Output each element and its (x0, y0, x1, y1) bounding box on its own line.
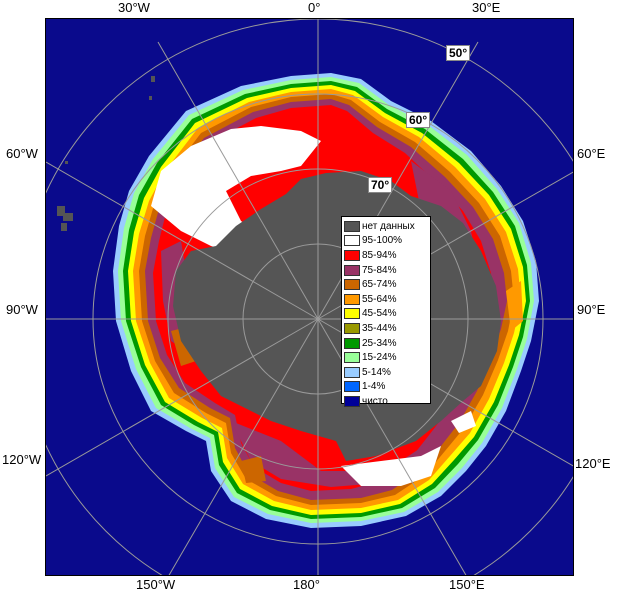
legend-label: 25-34% (362, 337, 397, 349)
legend-label: 35-44% (362, 322, 397, 334)
legend-swatch (344, 352, 360, 364)
legend-label: 85-94% (362, 249, 397, 261)
legend-item: 95-100% (344, 234, 428, 249)
legend-item: 35-44% (344, 321, 428, 336)
legend-item: чисто (344, 394, 428, 409)
lon-label-150e: 150°E (449, 577, 485, 592)
legend-swatch (344, 279, 360, 291)
legend-label: 95-100% (362, 235, 403, 247)
legend-label: нет данных (362, 220, 415, 232)
legend-item: 1-4% (344, 380, 428, 395)
legend-list: нет данных 95-100% 85-94% 75-84% 65-74% 55-64… (344, 219, 428, 409)
lon-label-150w: 150°W (136, 577, 176, 592)
lat-label-60: 60° (406, 112, 431, 128)
legend-label: чисто (362, 395, 388, 407)
legend-item: 45-54% (344, 307, 428, 322)
legend-label: 45-54% (362, 308, 397, 320)
lon-label-60e: 60°E (577, 146, 606, 161)
land-speckles (57, 76, 155, 231)
legend-item: 55-64% (344, 292, 428, 307)
legend-swatch (344, 220, 360, 232)
legend-label: 75-84% (362, 264, 397, 276)
legend-label: 55-64% (362, 293, 397, 305)
lat-label-70: 70° (368, 177, 393, 193)
legend-swatch (344, 293, 360, 305)
lat-label-50: 50° (446, 45, 471, 61)
lon-label-90e: 90°E (577, 302, 606, 317)
legend-swatch (344, 249, 360, 261)
legend-item: 65-74% (344, 277, 428, 292)
legend-label: 65-74% (362, 279, 397, 291)
legend-label: 15-24% (362, 352, 397, 364)
legend-item: 25-34% (344, 336, 428, 351)
legend-item: 15-24% (344, 350, 428, 365)
legend-item: нет данных (344, 219, 428, 234)
legend-swatch (344, 264, 360, 276)
lon-label-120e: 120°E (575, 456, 611, 471)
legend-label: 5-14% (362, 366, 391, 378)
ice-95-100 (151, 126, 476, 486)
legend-label: 1-4% (362, 381, 386, 393)
lon-label-60w: 60°W (6, 146, 38, 161)
lon-label-0-top: 0° (308, 0, 321, 15)
legend-swatch (344, 337, 360, 349)
lon-label-180: 180° (293, 577, 320, 592)
concentration-legend: нет данных 95-100% 85-94% 75-84% 65-74% 55-64… (341, 216, 431, 407)
legend-swatch (344, 322, 360, 334)
legend-swatch (344, 308, 360, 320)
legend-item: 85-94% (344, 248, 428, 263)
legend-item: 5-14% (344, 365, 428, 380)
lon-label-30e-top: 30°E (472, 0, 501, 15)
map-canvas (46, 19, 573, 575)
lon-label-30w-top: 30°W (118, 0, 150, 15)
legend-swatch (344, 381, 360, 393)
legend-swatch (344, 395, 360, 407)
legend-swatch (344, 235, 360, 247)
sea-ice-map: 50° 60° 70° нет данных 95-100% 85-94% 75-84… (45, 18, 574, 576)
lon-label-90w: 90°W (6, 302, 38, 317)
legend-item: 75-84% (344, 263, 428, 278)
lon-label-120w: 120°W (2, 452, 42, 467)
legend-swatch (344, 366, 360, 378)
